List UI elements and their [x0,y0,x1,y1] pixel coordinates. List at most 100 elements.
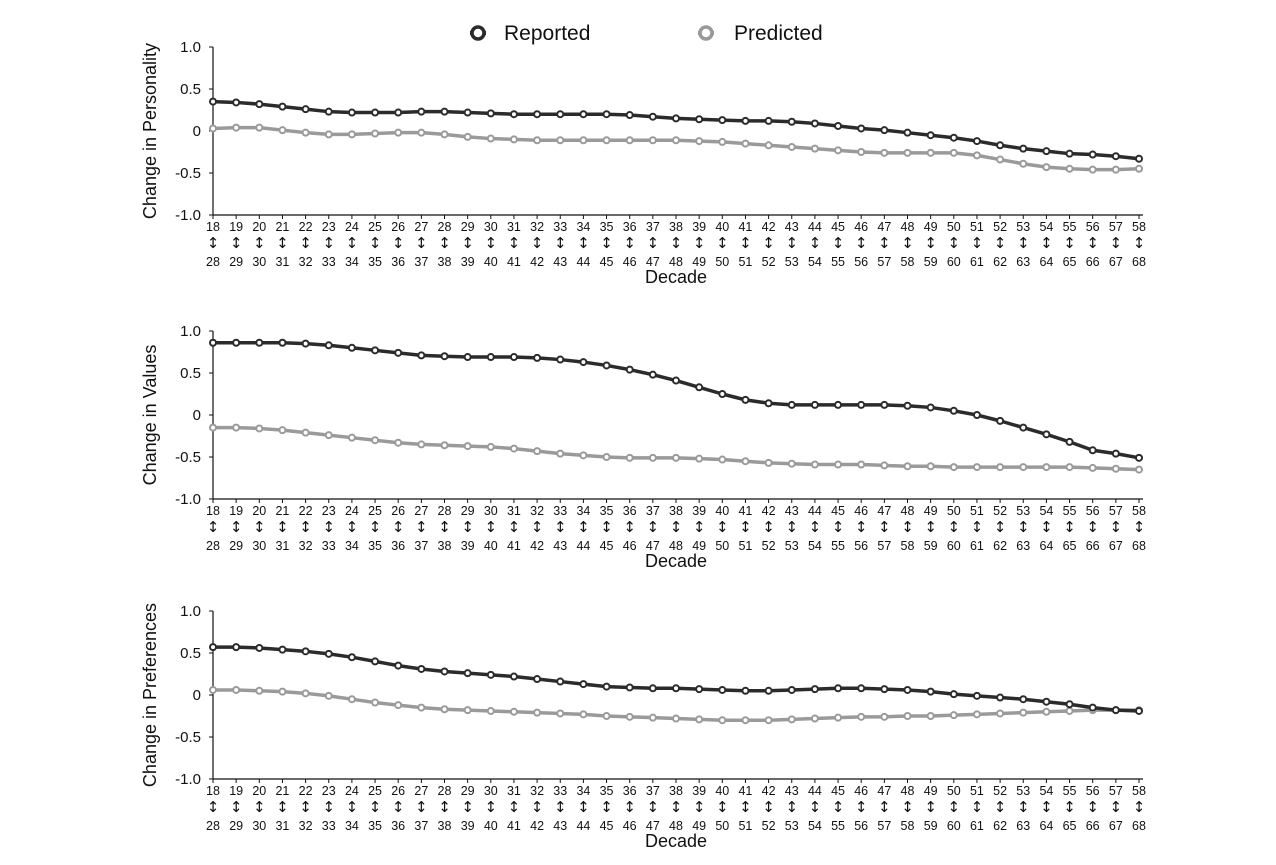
panel-1-point-predicted [834,146,843,155]
panel-1-point-reported [486,109,495,118]
panel-3-x-tick-end: 63 [1016,819,1030,833]
panel-3-point-reported [1065,700,1074,709]
panel-2-x-tick-start: 56 [1086,504,1100,518]
panel-1-point-reported [972,137,981,146]
panel-3-x-tick-end: 40 [484,819,498,833]
panel-3-point-reported [347,653,356,662]
panel-1-x-tick-end: 35 [368,255,382,269]
panel-3-x-tick-start: 47 [877,784,891,798]
panel-2-x-tick-start: 27 [414,504,428,518]
panel-1-point-predicted [347,130,356,139]
panel-1-point-predicted [602,136,611,145]
panel-3-point-predicted [602,712,611,720]
panel-2-x-tick-end: 68 [1132,539,1146,553]
panel-3-point-predicted [810,714,819,723]
panel-2-point-predicted [764,458,773,467]
panel-1-point-predicted [625,136,634,145]
panel-1-point-predicted [1088,165,1097,174]
panel-3-point-predicted [787,715,796,724]
panel-3-x-tick-start: 58 [1132,784,1146,798]
panel-2-point-reported [926,403,935,412]
panel-3-point-reported [324,649,333,658]
panel-1-point-reported [1135,154,1143,163]
panel-1-x-tick-arrow: ↕ [485,234,498,252]
panel-1-x-tick-end: 50 [715,255,729,269]
panel-1-point-predicted [371,129,380,138]
panel-1-x-tick-start: 26 [391,220,405,234]
panel-2-point-reported [1042,430,1051,439]
panel-2-point-reported [672,376,680,385]
panel-2-y-tick-label: -0.5 [175,449,201,466]
panel-1-x-tick-start: 28 [438,220,452,234]
panel-3-x-tick-start: 24 [345,784,359,798]
panel-1-x-tick-end: 58 [901,255,915,269]
panel-3-point-reported [672,684,680,693]
panel-2-point-reported [810,400,819,409]
panel-3-point-reported [1042,697,1051,706]
panel-3-x-tick-arrow: ↕ [369,798,382,816]
panel-2-point-reported [255,338,264,347]
panel-3-x-tick-arrow: ↕ [461,798,474,816]
panel-2-point-reported [556,355,565,364]
panel-1-x-tick-arrow: ↕ [299,234,312,252]
panel-1-x-tick-arrow: ↕ [693,234,706,252]
panel-3-point-predicted [672,714,680,723]
panel-1-x-tick-end: 32 [299,255,313,269]
panel-3-x-tick-arrow: ↕ [832,798,845,816]
panel-3-x-tick-start: 35 [600,784,614,798]
panel-3-y-tick-label: 0 [193,687,201,704]
panel-1-x-tick-arrow: ↕ [230,234,243,252]
panel-2-x-tick-arrow: ↕ [1086,518,1099,536]
panel-2-x-tick-end: 45 [600,539,614,553]
panel-3-point-reported [602,682,611,691]
panel-2-x-tick-start: 21 [275,504,289,518]
panel-2-x-tick-start: 58 [1132,504,1146,518]
panel-2-x-tick-arrow: ↕ [600,518,613,536]
panel-3-x-tick-start: 42 [762,784,776,798]
panel-2-point-predicted [949,463,958,472]
panel-2-x-tick-end: 37 [414,539,428,553]
panel-1-point-predicted [509,135,518,144]
panel-2-point-reported [949,406,958,415]
panel-3-x-tick-arrow: ↕ [1133,798,1146,816]
panel-2-x-tick-start: 55 [1063,504,1077,518]
panel-2-point-predicted [1019,463,1028,472]
panel-3-x-tick-start: 29 [461,784,475,798]
panel-2-point-predicted [417,440,426,449]
panel-1-point-reported [1088,150,1097,159]
panel-3-x-tick-start: 31 [507,784,521,798]
panel-2-point-predicted [255,424,264,433]
panel-1-change-in-personality: 1.00.50-0.5-1.018↕2819↕2920↕3021↕3122↕32… [140,39,1146,287]
panel-2-point-predicted [278,426,287,435]
panel-3-x-tick-end: 34 [345,819,359,833]
panel-1-x-tick-start: 50 [947,220,961,234]
panel-2-x-tick-start: 42 [762,504,776,518]
panel-1-x-tick-start: 27 [414,220,428,234]
panel-3-x-tick-start: 54 [1039,784,1053,798]
panel-2-point-predicted [347,433,356,442]
panel-1-x-tick-arrow: ↕ [415,234,428,252]
panel-2-x-tick-end: 56 [854,539,868,553]
panel-3-x-tick-start: 40 [715,784,729,798]
panel-3-x-tick-end: 41 [507,819,521,833]
panel-2-x-tick-end: 42 [530,539,544,553]
panel-2-point-predicted [695,454,704,463]
panel-2-point-predicted [509,444,518,453]
panel-1-point-predicted [741,139,750,148]
panel-3-point-reported [301,647,310,656]
panel-2-x-tick-start: 34 [576,504,590,518]
panel-2-point-reported [1065,437,1074,446]
panel-3-x-tick-end: 48 [669,819,683,833]
panel-2-x-tick-arrow: ↕ [739,518,752,536]
panel-1-x-tick-start: 51 [970,220,984,234]
panel-2-x-tick-arrow: ↕ [924,518,937,536]
panel-3-x-tick-start: 46 [854,784,868,798]
panel-1-x-tick-end: 44 [576,255,590,269]
panel-2-x-tick-end: 35 [368,539,382,553]
chart-panels: 1.00.50-0.5-1.018↕2819↕2920↕3021↕3122↕32… [140,39,1146,851]
panel-3-x-tick-start: 23 [322,784,336,798]
panel-3-point-reported [440,667,449,676]
panel-2-point-predicted [440,441,449,450]
panel-1-x-tick-start: 44 [808,220,822,234]
panel-1-x-tick-end: 31 [275,255,289,269]
